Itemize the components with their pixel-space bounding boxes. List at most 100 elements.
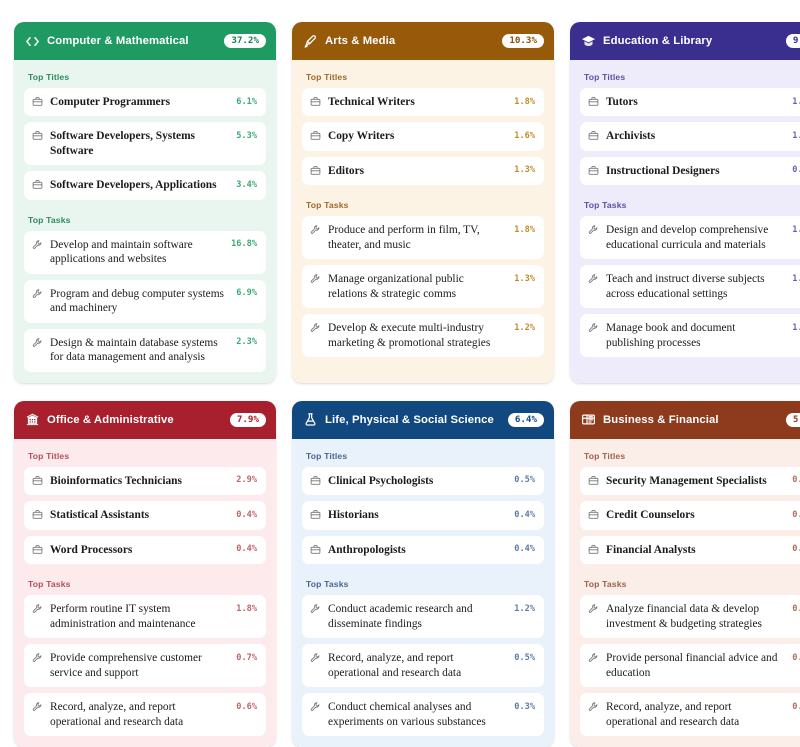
card-body: Top Titles Computer Programmers 6.1% Softwa… xyxy=(14,60,276,383)
title-name: Instructional Designers xyxy=(606,164,720,177)
wrench-icon xyxy=(32,239,43,250)
title-percentage: 5.3% xyxy=(236,130,257,141)
task-percentage: 2.3% xyxy=(236,337,257,348)
title-name: Bioinformatics Technicians xyxy=(50,474,182,487)
title-percentage: 1.3% xyxy=(514,165,535,176)
title-row[interactable]: Software Developers, Applications 3.4% xyxy=(24,171,266,200)
task-row[interactable]: Manage organizational public relations &… xyxy=(302,265,544,309)
title-name: Archivists xyxy=(606,130,656,143)
task-name: Conduct academic research and disseminat… xyxy=(328,603,473,630)
card-body: Top Titles Clinical Psychologists 0.5% Hist… xyxy=(292,438,554,747)
section-label-top-titles: Top Titles xyxy=(28,72,70,82)
task-row[interactable]: Analyze financial data & develop investm… xyxy=(580,595,800,639)
title-percentage: 1.6% xyxy=(514,130,535,141)
title-row[interactable]: Bioinformatics Technicians 2.9% xyxy=(24,466,266,496)
briefcase-icon xyxy=(588,544,599,555)
task-row[interactable]: Design and develop comprehensive educati… xyxy=(580,216,800,260)
briefcase-icon xyxy=(32,475,43,486)
title-row[interactable]: Clinical Psychologists 0.5% xyxy=(302,466,544,496)
title-row[interactable]: Anthropologists 0.4% xyxy=(302,535,544,565)
task-name: Perform routine IT system administration… xyxy=(50,603,196,630)
task-percentage: 0.3% xyxy=(514,701,535,712)
title-row[interactable]: Word Processors 0.4% xyxy=(24,535,266,565)
card-header: Business & Financial 5.9% xyxy=(570,400,800,439)
title-row[interactable]: Financial Analysts 0.4% xyxy=(580,535,800,565)
title-row[interactable]: Copy Writers 1.6% xyxy=(302,122,544,151)
task-row[interactable]: Record, analyze, and report operational … xyxy=(580,693,800,737)
wrench-icon xyxy=(310,273,321,284)
task-row[interactable]: Program and debug computer systems and m… xyxy=(24,279,266,323)
title-name: Security Management Specialists xyxy=(606,474,767,487)
briefcase-icon xyxy=(588,509,599,520)
title-row[interactable]: Historians 0.4% xyxy=(302,501,544,530)
title-name: Financial Analysts xyxy=(606,543,696,556)
section-label-top-titles: Top Titles xyxy=(584,450,626,461)
title-percentage: 0.4% xyxy=(792,509,800,520)
category-card-computer-mathematical[interactable]: Computer & Mathematical 37.2% Top Titles Co… xyxy=(14,22,276,383)
category-card-business-financial[interactable]: Business & Financial 5.9% Top Titles Securi… xyxy=(570,400,800,747)
task-row[interactable]: Provide comprehensive customer service a… xyxy=(24,644,266,688)
title-row[interactable]: Credit Counselors 0.4% xyxy=(580,501,800,530)
section-label-top-tasks: Top Tasks xyxy=(584,579,627,590)
wrench-icon xyxy=(588,273,599,284)
task-percentage: 1.8% xyxy=(236,603,257,614)
title-row[interactable]: Technical Writers 1.8% xyxy=(302,88,544,117)
section-label-top-tasks: Top Tasks xyxy=(306,200,349,211)
title-name: Anthropologists xyxy=(328,543,406,556)
category-card-office-administrative[interactable]: Office & Administrative 7.9% Top Titles Bio… xyxy=(14,400,276,747)
task-row[interactable]: Develop and maintain software applicatio… xyxy=(24,230,266,274)
title-row[interactable]: Instructional Designers 0.8% xyxy=(580,156,800,186)
task-row[interactable]: Perform routine IT system administration… xyxy=(24,595,266,639)
task-name: Design & maintain database systems for d… xyxy=(50,336,218,364)
task-row[interactable]: Conduct chemical analyses and experiment… xyxy=(302,693,544,737)
task-row[interactable]: Record, analyze, and report operational … xyxy=(24,693,266,737)
title-row[interactable]: Archivists 1.5% xyxy=(580,122,800,151)
category-card-life-physical-social-science[interactable]: Life, Physical & Social Science 6.4% Top T… xyxy=(292,400,554,747)
task-row[interactable]: Teach and instruct diverse subjects acro… xyxy=(580,265,800,309)
title-row[interactable]: Computer Programmers 6.1% xyxy=(24,88,266,117)
title-percentage: 6.1% xyxy=(236,96,257,107)
title-row[interactable]: Software Developers, Systems Software 5.3… xyxy=(24,122,266,166)
briefcase-icon xyxy=(32,130,43,141)
title-row[interactable]: Editors 1.3% xyxy=(302,156,544,186)
category-percentage-badge: 7.9% xyxy=(229,412,266,428)
ledger-icon xyxy=(581,412,596,427)
title-name: Computer Programmers xyxy=(50,96,171,108)
title-name: Credit Counselors xyxy=(606,509,695,522)
paintbrush-icon xyxy=(303,34,318,49)
wrench-icon xyxy=(32,652,43,663)
task-row[interactable]: Manage book and document publishing proc… xyxy=(580,314,800,358)
title-row[interactable]: Statistical Assistants 0.4% xyxy=(24,501,266,530)
briefcase-icon xyxy=(310,544,321,555)
task-row[interactable]: Design & maintain database systems for d… xyxy=(24,328,266,372)
task-row[interactable]: Produce and perform in film, TV, theater… xyxy=(302,216,544,260)
briefcase-icon xyxy=(310,130,321,141)
task-name: Analyze financial data & develop investm… xyxy=(606,603,762,630)
task-name: Provide personal financial advice and ed… xyxy=(606,652,778,679)
task-row[interactable]: Conduct academic research and disseminat… xyxy=(302,595,544,639)
office-building-icon xyxy=(25,412,40,427)
wrench-icon xyxy=(32,603,43,614)
category-card-arts-media[interactable]: Arts & Media 10.3% Top Titles Technical Wri… xyxy=(292,22,554,383)
category-card-education-library[interactable]: Education & Library 9.3% Top Titles Tutors 1… xyxy=(570,22,800,383)
title-row[interactable]: Tutors 1.6% xyxy=(580,88,800,117)
task-name: Design and develop comprehensive educati… xyxy=(606,224,769,251)
task-row[interactable]: Develop & execute multi-industry marketi… xyxy=(302,314,544,358)
section-label-top-titles: Top Titles xyxy=(584,72,626,82)
task-row[interactable]: Provide personal financial advice and ed… xyxy=(580,644,800,688)
wrench-icon xyxy=(310,322,321,333)
task-name: Teach and instruct diverse subjects acro… xyxy=(606,273,765,300)
task-percentage: 1.2% xyxy=(514,603,535,614)
task-name: Record, analyze, and report operational … xyxy=(50,701,184,728)
task-name: Conduct chemical analyses and experiment… xyxy=(328,701,486,728)
briefcase-icon xyxy=(310,509,321,520)
card-title: Business & Financial xyxy=(603,413,719,426)
task-row[interactable]: Record, analyze, and report operational … xyxy=(302,644,544,688)
wrench-icon xyxy=(310,603,321,614)
title-percentage: 0.4% xyxy=(236,544,257,555)
title-row[interactable]: Security Management Specialists 0.5% xyxy=(580,466,800,496)
code-icon xyxy=(25,34,40,49)
task-percentage: 1.9% xyxy=(792,224,800,235)
title-name: Clinical Psychologists xyxy=(328,474,434,487)
category-percentage-badge: 10.3% xyxy=(502,33,544,49)
